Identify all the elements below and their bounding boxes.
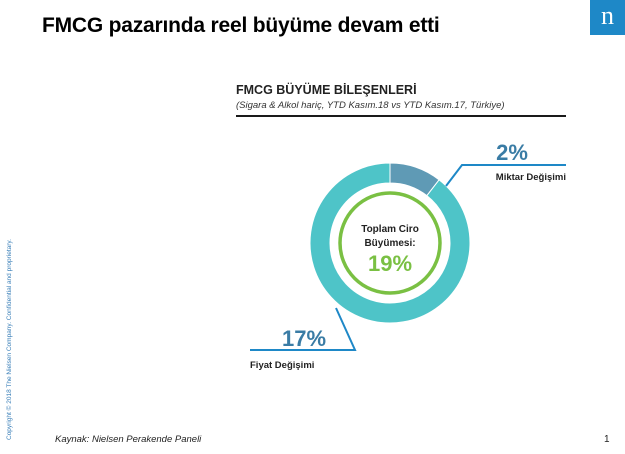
logo-letter: n [601, 1, 614, 30]
fiyat-leader-line [250, 307, 357, 351]
nielsen-logo: n [590, 0, 625, 35]
leader-lines [250, 164, 566, 351]
page-number: 1 [604, 434, 610, 445]
total-value: 19% [368, 251, 412, 276]
center-label-line1: Toplam Ciro [361, 224, 419, 235]
center-ring [338, 191, 442, 295]
header-divider [236, 115, 566, 117]
chart-subtitle: (Sigara & Alkol hariç, YTD Kasım.18 vs Y… [236, 100, 505, 111]
fiyat-value-label: 17% [282, 326, 326, 351]
donut-slices [309, 162, 471, 324]
source-note: Kaynak: Nielsen Perakende Paneli [55, 434, 202, 445]
fiyat-category-label: Fiyat Değişimi [250, 360, 314, 371]
slide-title: FMCG pazarında reel büyüme devam etti [42, 14, 440, 37]
center-label-line2: Büyümesi: [364, 238, 415, 249]
chart-title: FMCG BÜYÜME BİLEŞENLERİ [236, 83, 417, 97]
miktar-leader-line [445, 164, 566, 187]
donut-slice-fiyat [309, 162, 471, 324]
miktar-category-label: Miktar Değişimi [496, 172, 566, 183]
miktar-value-label: 2% [496, 140, 528, 165]
